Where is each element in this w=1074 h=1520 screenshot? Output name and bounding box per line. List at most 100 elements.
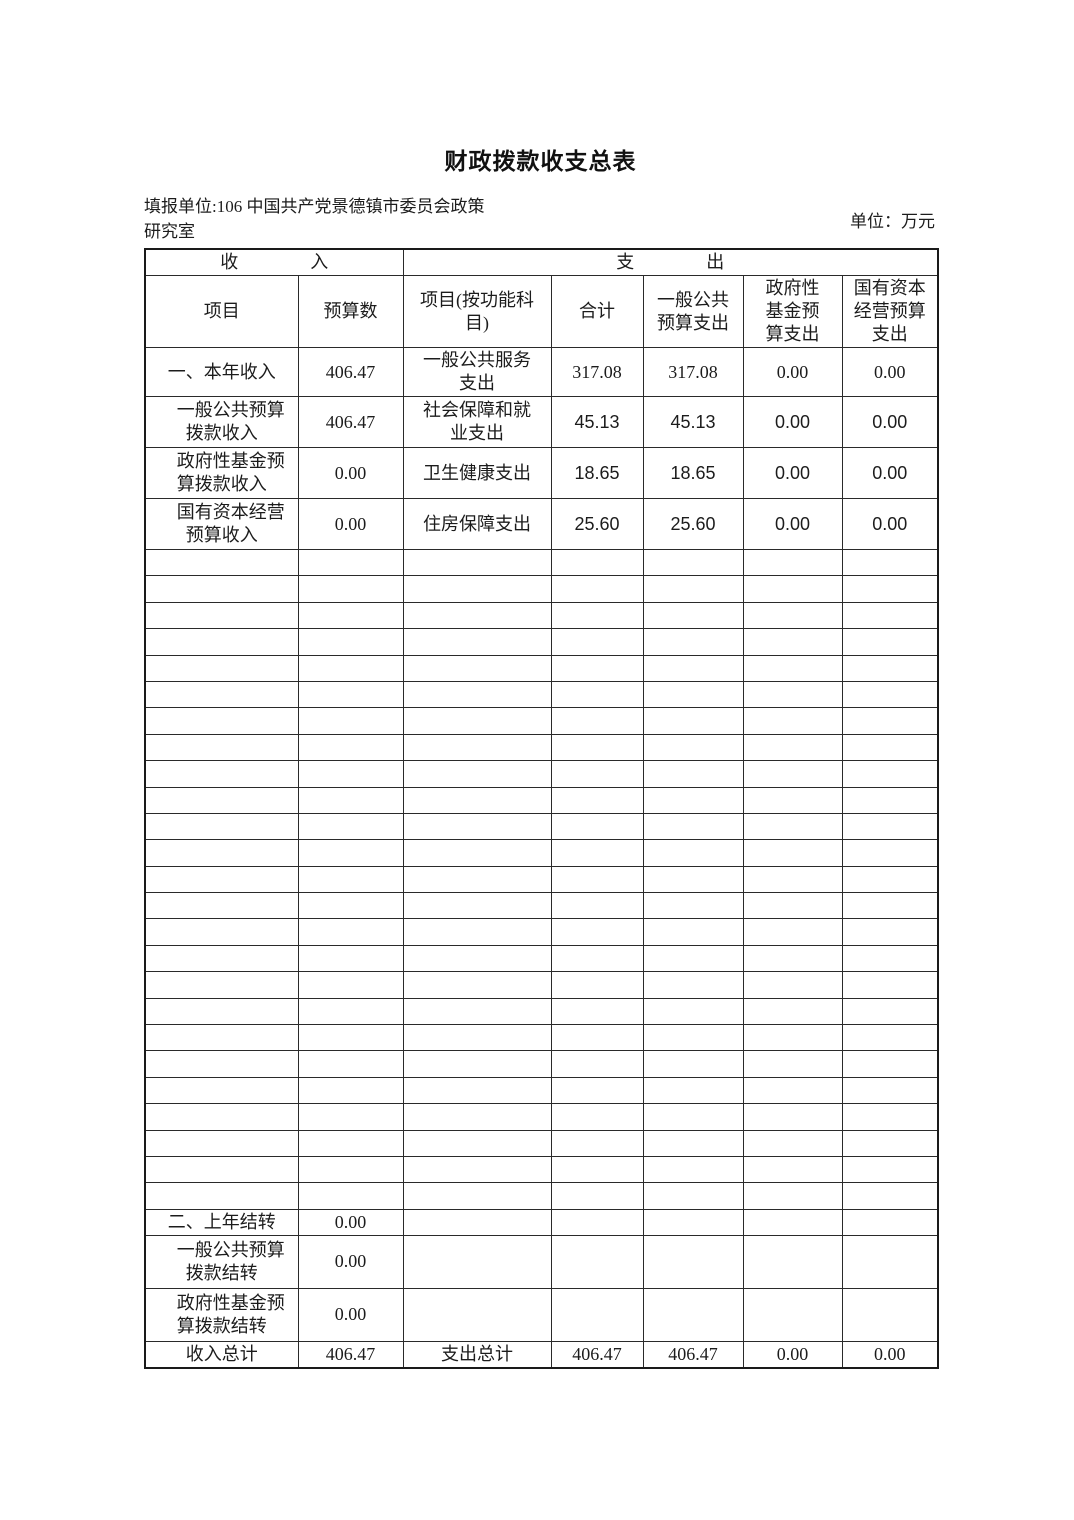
empty-row [144, 1050, 939, 1078]
empty-cell [742, 1050, 843, 1078]
empty-cell [402, 865, 552, 894]
data-row: 一般公共预算 拨款收入 406.47 社会保障和就 业支出 45.13 45.13 0.0… [144, 396, 939, 448]
empty-cell [144, 971, 299, 999]
empty-cell [297, 733, 404, 762]
empty-cell [841, 1155, 939, 1184]
empty-cell [297, 1050, 404, 1078]
empty-cell [144, 1182, 299, 1210]
empty-cell [550, 760, 644, 788]
empty-cell [742, 548, 843, 577]
empty-cell [642, 839, 744, 867]
empty-cell [642, 760, 744, 788]
empty-cell [402, 1155, 552, 1184]
data-row: 政府性基金预 算拨款收入 0.00 卫生健康支出 18.65 18.65 0.00 0.00 [144, 447, 939, 499]
empty-cell [297, 1129, 404, 1157]
empty-cell [402, 786, 552, 814]
empty-cell [841, 654, 939, 682]
empty-cell [144, 707, 299, 735]
empty-cell [642, 1103, 744, 1131]
empty-cell [144, 892, 299, 920]
empty-cell [742, 865, 843, 894]
data-row: 国有资本经营 预算收入 0.00 住房保障支出 25.60 25.60 0.00 0.00 [144, 498, 939, 550]
income-item-cell: 一般公共预算 拨款收入 [144, 396, 299, 448]
income-budget-cell: 406.47 [297, 347, 404, 397]
empty-cell [742, 654, 843, 682]
empty-cell [297, 628, 404, 656]
empty-cell [297, 760, 404, 788]
empty-row [144, 865, 939, 894]
empty-cell [642, 1208, 744, 1236]
empty-cell [550, 839, 644, 867]
empty-cell [144, 1076, 299, 1105]
header-expense-section: 支 出 [402, 248, 939, 276]
empty-cell [297, 839, 404, 867]
empty-cell [742, 1234, 843, 1289]
empty-cell [402, 1076, 552, 1105]
empty-cell [642, 680, 744, 709]
empty-cell [841, 628, 939, 656]
empty-cell [841, 680, 939, 709]
empty-cell [742, 760, 843, 788]
gov-fund-total-cell: 0.00 [742, 1340, 843, 1369]
empty-cell [550, 575, 644, 603]
empty-cell [642, 1155, 744, 1184]
empty-cell [144, 575, 299, 603]
empty-row [144, 707, 939, 735]
empty-cell [642, 865, 744, 894]
general-public-cell: 25.60 [642, 498, 744, 550]
empty-cell [550, 971, 644, 999]
empty-row [144, 786, 939, 814]
empty-cell [402, 1103, 552, 1131]
empty-cell [144, 1050, 299, 1078]
empty-cell [742, 1287, 843, 1342]
empty-cell [402, 892, 552, 920]
expense-total-label-cell: 支出总计 [402, 1340, 552, 1369]
empty-cell [642, 786, 744, 814]
empty-cell [550, 997, 644, 1026]
empty-cell [144, 865, 299, 894]
empty-cell [402, 1234, 552, 1289]
empty-cell [550, 733, 644, 762]
empty-cell [642, 1076, 744, 1105]
empty-cell [550, 707, 644, 735]
empty-cell [297, 680, 404, 709]
empty-cell [841, 733, 939, 762]
empty-cell [402, 654, 552, 682]
empty-cell [550, 1182, 644, 1210]
empty-cell [742, 707, 843, 735]
expense-item-cell: 一般公共服务 支出 [402, 347, 552, 397]
empty-cell [402, 1129, 552, 1157]
empty-cell [841, 1076, 939, 1105]
empty-cell [297, 812, 404, 841]
empty-cell [742, 1182, 843, 1210]
empty-cell [841, 548, 939, 577]
empty-cell [550, 654, 644, 682]
empty-row [144, 812, 939, 841]
empty-cell [550, 548, 644, 577]
empty-cell [402, 628, 552, 656]
empty-cell [550, 1129, 644, 1157]
empty-cell [841, 760, 939, 788]
document-title: 财政拨款收支总表 [444, 148, 637, 174]
total-row: 收入总计 406.47 支出总计 406.47 406.47 0.00 0.00 [144, 1340, 939, 1369]
state-capital-cell: 0.00 [841, 347, 939, 397]
empty-cell [550, 1234, 644, 1289]
empty-cell [144, 918, 299, 946]
general-public-cell: 317.08 [642, 347, 744, 397]
empty-row [144, 1103, 939, 1131]
empty-cell [297, 548, 404, 577]
column-header-gov-fund: 政府性 基金预 算支出 [742, 275, 843, 348]
income-total-label-cell: 收入总计 [144, 1340, 299, 1369]
empty-cell [297, 892, 404, 920]
empty-row [144, 918, 939, 946]
total-cell: 45.13 [550, 396, 644, 448]
empty-row [144, 1182, 939, 1210]
empty-cell [742, 1076, 843, 1105]
empty-cell [402, 997, 552, 1026]
column-header-total: 合计 [550, 275, 644, 348]
empty-cell [297, 918, 404, 946]
empty-cell [642, 1050, 744, 1078]
empty-row [144, 760, 939, 788]
empty-cell [841, 1103, 939, 1131]
empty-cell [742, 1208, 843, 1236]
